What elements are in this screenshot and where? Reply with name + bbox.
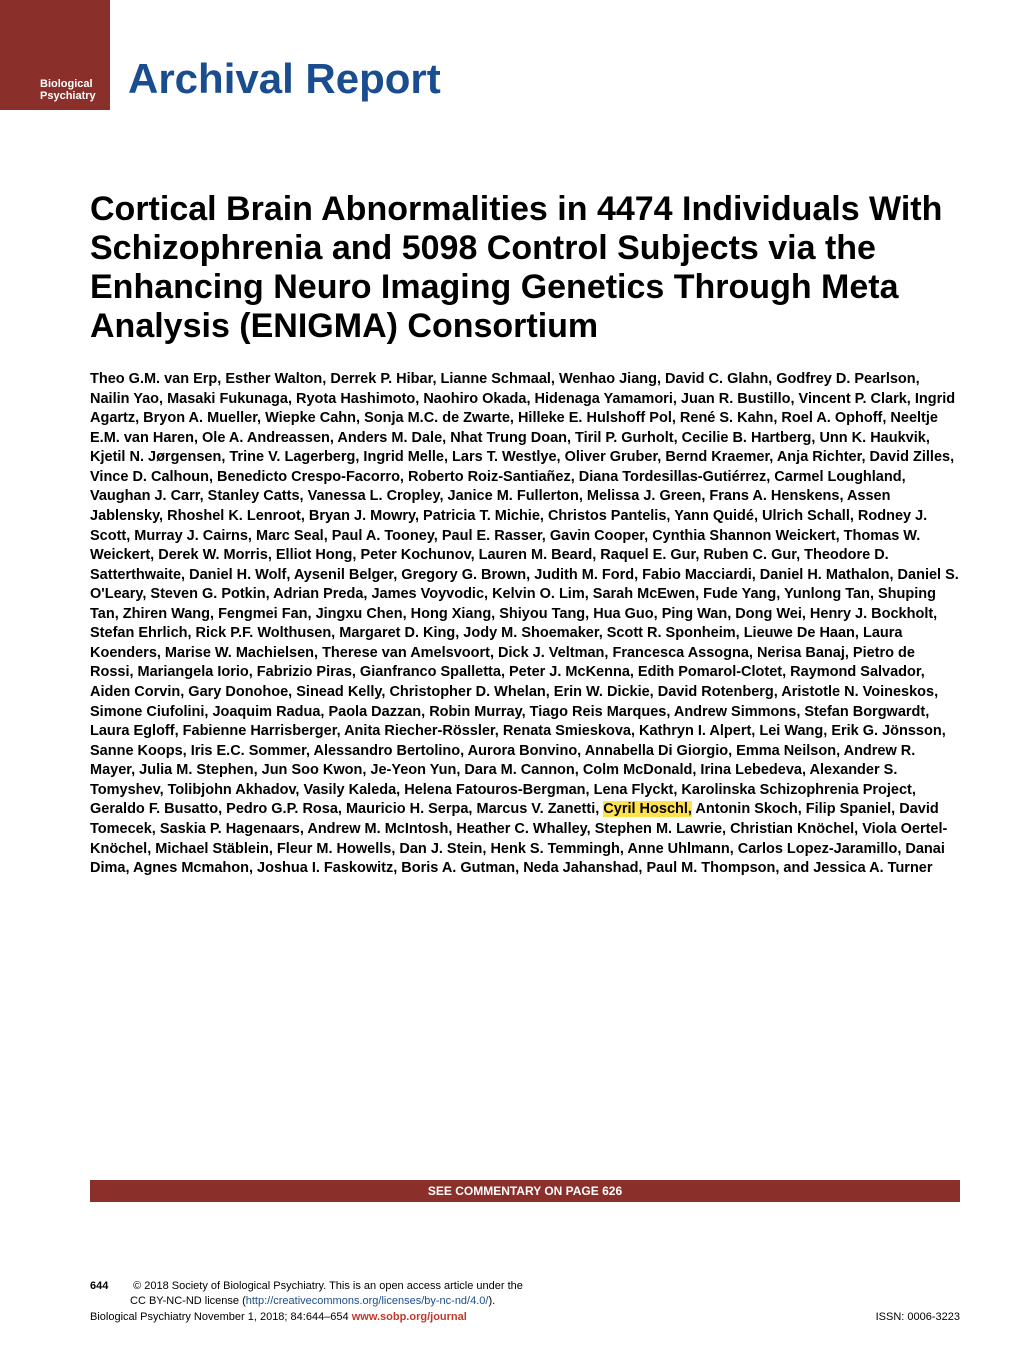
copyright-text: © 2018 Society of Biological Psychiatry.… (133, 1280, 523, 1292)
authors-block: Theo G.M. van Erp, Esther Walton, Derrek… (90, 370, 960, 879)
article-title: Cortical Brain Abnormalities in 4474 Ind… (90, 190, 960, 346)
section-type: Archival Report (128, 55, 441, 103)
journal-label: Biological Psychiatry (40, 78, 96, 102)
page-number: 644 (90, 1279, 130, 1294)
citation: Biological Psychiatry November 1, 2018; … (90, 1311, 352, 1323)
footer: 644 © 2018 Society of Biological Psychia… (90, 1279, 960, 1325)
author-highlighted: Cyril Hoschl, (603, 801, 692, 817)
license-link[interactable]: http://creativecommons.org/licenses/by-n… (246, 1295, 489, 1307)
license-label: CC BY-NC-ND license ( (130, 1295, 246, 1307)
issn: ISSN: 0006-3223 (876, 1310, 960, 1325)
journal-link[interactable]: www.sobp.org/journal (352, 1311, 467, 1323)
commentary-bar: SEE COMMENTARY ON PAGE 626 (90, 1180, 960, 1202)
license-close: ). (488, 1295, 495, 1307)
journal-line1: Biological (40, 78, 93, 90)
authors-part1: Theo G.M. van Erp, Esther Walton, Derrek… (90, 371, 959, 817)
journal-line2: Psychiatry (40, 90, 96, 102)
